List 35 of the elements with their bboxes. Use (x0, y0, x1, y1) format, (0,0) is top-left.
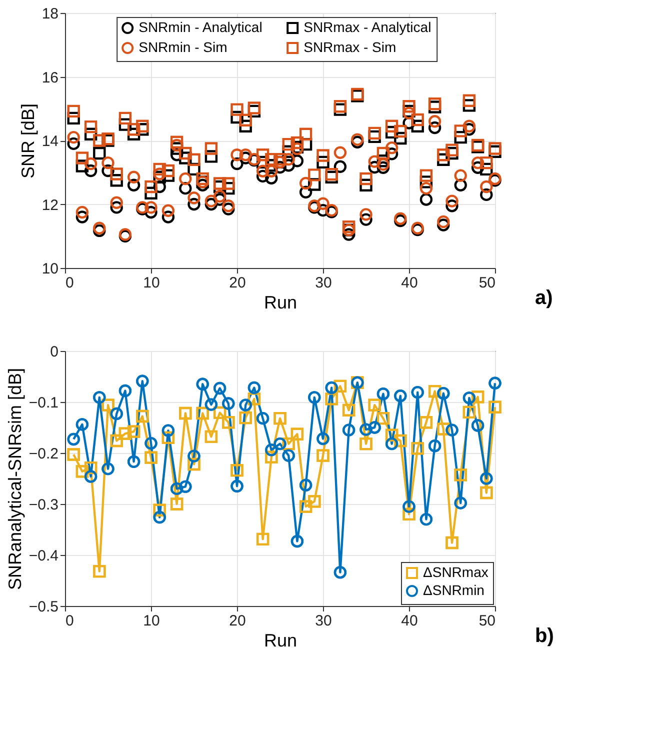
y-axis-title: SNR [dB] (18, 103, 38, 179)
y-tick-label: −0.1 (28, 394, 58, 412)
x-tick-label: 10 (143, 612, 160, 630)
y-tick-label: 16 (42, 69, 58, 86)
y-tick-label: −0.5 (28, 598, 58, 616)
y-tick-label: 10 (42, 260, 58, 278)
x-axis-title: Run (264, 292, 298, 312)
x-tick-label: 40 (401, 274, 418, 292)
legend-label: SNRmin - Analytical (138, 19, 262, 35)
y-tick-label: 0 (50, 344, 58, 360)
legend-label: SNRmax - Analytical (304, 19, 432, 35)
y-axis-title: SNRanalytical-SNRsim [dB] (4, 368, 25, 590)
legend-label: SNRmin - Sim (138, 39, 228, 55)
legend-label: SNRmax - Sim (304, 39, 396, 55)
x-tick-label: 40 (401, 612, 418, 630)
x-axis-title: Run (264, 630, 298, 650)
x-tick-label: 50 (478, 274, 496, 292)
x-tick-label: 0 (66, 274, 74, 292)
x-tick-label: 20 (229, 274, 246, 292)
x-tick-label: 30 (315, 274, 332, 292)
x-tick-label: 20 (229, 612, 246, 630)
y-tick-label: −0.3 (28, 496, 58, 514)
x-tick-label: 0 (66, 612, 74, 630)
x-tick-label: 50 (478, 612, 496, 630)
legend-label: ΔSNRmin (423, 582, 484, 598)
y-tick-label: 12 (42, 196, 58, 214)
y-tick-label: −0.4 (28, 548, 58, 564)
y-tick-label: −0.2 (28, 446, 58, 462)
text: a) (535, 287, 553, 309)
y-tick-label: 18 (42, 6, 58, 22)
x-tick-label: 30 (315, 612, 332, 630)
legend-label: ΔSNRmax (423, 564, 488, 580)
text: b) (535, 625, 554, 647)
y-tick-label: 14 (42, 133, 58, 150)
x-tick-label: 10 (143, 274, 160, 292)
